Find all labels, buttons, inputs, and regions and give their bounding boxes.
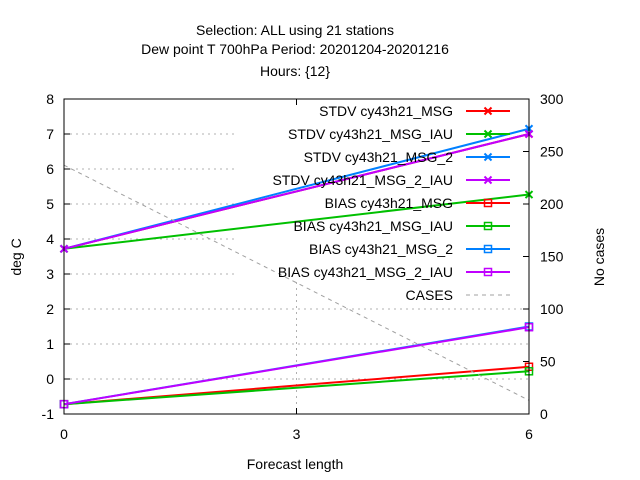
series-4 bbox=[59, 129, 534, 254]
legend-label: STDV cy43h21_MSG_IAU bbox=[288, 126, 453, 142]
y2-axis-label: No cases bbox=[591, 228, 607, 286]
legend-item: STDV cy43h21_MSG_IAU bbox=[288, 126, 510, 142]
data-point-x-marker bbox=[483, 152, 493, 162]
legend-item: STDV cy43h21_MSG_2 bbox=[304, 149, 510, 165]
legend-item: BIAS cy43h21_MSG bbox=[325, 195, 510, 211]
data-point-square-marker bbox=[483, 267, 493, 277]
y2-tick-label: 300 bbox=[540, 91, 564, 107]
legend-label: STDV cy43h21_MSG_2_IAU bbox=[272, 172, 453, 188]
series-5 bbox=[59, 362, 534, 409]
x-tick-label: 6 bbox=[525, 426, 533, 442]
data-point-x-marker bbox=[483, 106, 493, 116]
legend-item: STDV cy43h21_MSG bbox=[319, 103, 510, 119]
series-line bbox=[63, 326, 530, 406]
y-tick-label: 2 bbox=[46, 301, 54, 317]
y-tick-label: 8 bbox=[46, 91, 54, 107]
series-line bbox=[63, 133, 530, 250]
y-tick-label: 6 bbox=[46, 161, 54, 177]
y2-tick-label: 50 bbox=[540, 354, 556, 370]
chart-title: Selection: ALL using 21 stations Dew poi… bbox=[141, 22, 449, 79]
legend-item: BIAS cy43h21_MSG_2_IAU bbox=[278, 264, 510, 280]
x-tick-label: 3 bbox=[293, 426, 301, 442]
y-tick-label: 3 bbox=[46, 266, 54, 282]
legend-label: BIAS cy43h21_MSG_2 bbox=[309, 241, 453, 257]
y2-tick-label: 250 bbox=[540, 144, 564, 160]
data-point-square-marker bbox=[483, 198, 493, 208]
y-axis-label: deg C bbox=[8, 238, 24, 275]
y-tick-label: 1 bbox=[46, 336, 54, 352]
y-tick-label: 0 bbox=[46, 371, 54, 387]
legend-label: STDV cy43h21_MSG_2 bbox=[304, 149, 454, 165]
y2-tick-label: 200 bbox=[540, 196, 564, 212]
x-tick-label: 0 bbox=[60, 426, 68, 442]
data-point-x-marker bbox=[483, 129, 493, 139]
legend-label: BIAS cy43h21_MSG_IAU bbox=[293, 218, 453, 234]
legend: STDV cy43h21_MSG STDV cy43h21_MSG_IAU STDV… bbox=[272, 103, 510, 303]
legend-item: BIAS cy43h21_MSG_IAU bbox=[293, 218, 510, 234]
data-point-square-marker bbox=[483, 221, 493, 231]
legend-label: BIAS cy43h21_MSG_2_IAU bbox=[278, 264, 453, 280]
y-tick-label: 5 bbox=[46, 196, 54, 212]
y2-tick-label: 0 bbox=[540, 406, 548, 422]
y-tick-label: -1 bbox=[42, 406, 55, 422]
series-9 bbox=[63, 164, 530, 401]
y2-tick-label: 100 bbox=[540, 301, 564, 317]
legend-item: STDV cy43h21_MSG_2_IAU bbox=[272, 172, 510, 188]
chart-title-line-2: Dew point T 700hPa Period: 20201204-2020… bbox=[141, 41, 449, 57]
x-axis-label: Forecast length bbox=[247, 456, 344, 472]
legend-item: CASES bbox=[406, 287, 510, 303]
y2-tick-label: 150 bbox=[540, 249, 564, 265]
y-tick-label: 7 bbox=[46, 126, 54, 142]
legend-item: BIAS cy43h21_MSG_2 bbox=[309, 241, 510, 257]
chart-title-line-1: Selection: ALL using 21 stations bbox=[196, 22, 394, 38]
series-line bbox=[63, 370, 530, 406]
data-point-square-marker bbox=[483, 244, 493, 254]
series-line bbox=[63, 193, 530, 250]
legend-label: BIAS cy43h21_MSG bbox=[325, 195, 453, 211]
y-tick-label: 4 bbox=[46, 231, 54, 247]
legend-label: CASES bbox=[406, 287, 453, 303]
chart-title-line-3: Hours: {12} bbox=[260, 63, 330, 79]
legend-label: STDV cy43h21_MSG bbox=[319, 103, 453, 119]
series-layer bbox=[59, 124, 534, 409]
series-line bbox=[63, 164, 530, 401]
data-point-x-marker bbox=[483, 175, 493, 185]
